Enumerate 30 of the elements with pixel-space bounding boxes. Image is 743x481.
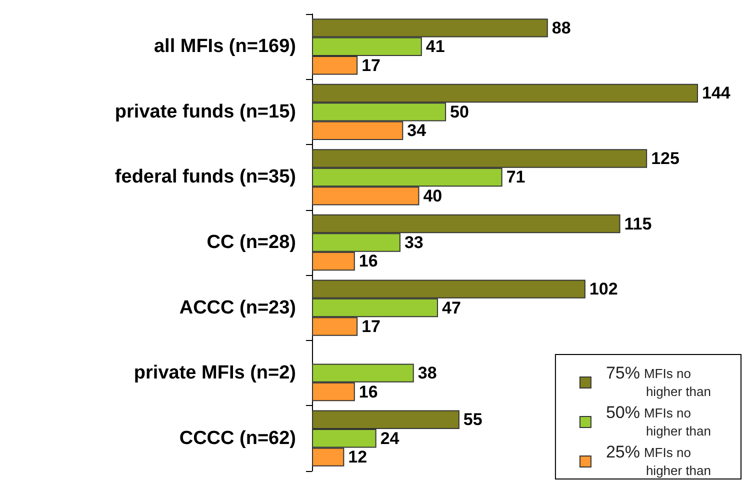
data-label: 16 <box>358 382 378 402</box>
data-label: 115 <box>624 214 652 234</box>
data-label: 12 <box>348 448 368 467</box>
y-tick-label: private MFIs (n=2) <box>134 362 296 384</box>
y-tick-label: all MFIs (n=169) <box>154 36 296 58</box>
y-tick-label: ACCC (n=23) <box>179 297 296 318</box>
data-label: 71 <box>506 168 526 187</box>
y-tick-label: private funds (n=15) <box>114 101 296 122</box>
data-label: 125 <box>651 149 680 168</box>
legend-label: 25% MFIs no higher than <box>606 442 712 478</box>
y-tick-label: CCCC (n=62) <box>179 428 296 449</box>
data-label: 50 <box>450 102 469 122</box>
data-label: 47 <box>442 298 461 318</box>
data-label: 34 <box>407 121 427 140</box>
data-label: 41 <box>426 37 445 56</box>
data-label: 38 <box>418 364 437 383</box>
data-label: 40 <box>423 186 442 206</box>
y-tick-label: federal funds (n=35) <box>114 166 296 188</box>
data-label: 144 <box>702 84 731 103</box>
y-tick-label: CC (n=28) <box>206 232 296 253</box>
data-label: 102 <box>589 280 618 299</box>
data-label: 24 <box>380 428 400 448</box>
legend-label: 50% MFIs no higher than <box>606 403 712 438</box>
data-label: 17 <box>362 56 380 75</box>
data-label: 55 <box>463 410 482 430</box>
data-label: 33 <box>404 233 424 252</box>
data-label: 88 <box>552 18 571 38</box>
data-label: 17 <box>362 317 380 336</box>
data-label: 16 <box>358 252 378 271</box>
legend-label: 75% MFIs no higher than <box>606 364 712 399</box>
